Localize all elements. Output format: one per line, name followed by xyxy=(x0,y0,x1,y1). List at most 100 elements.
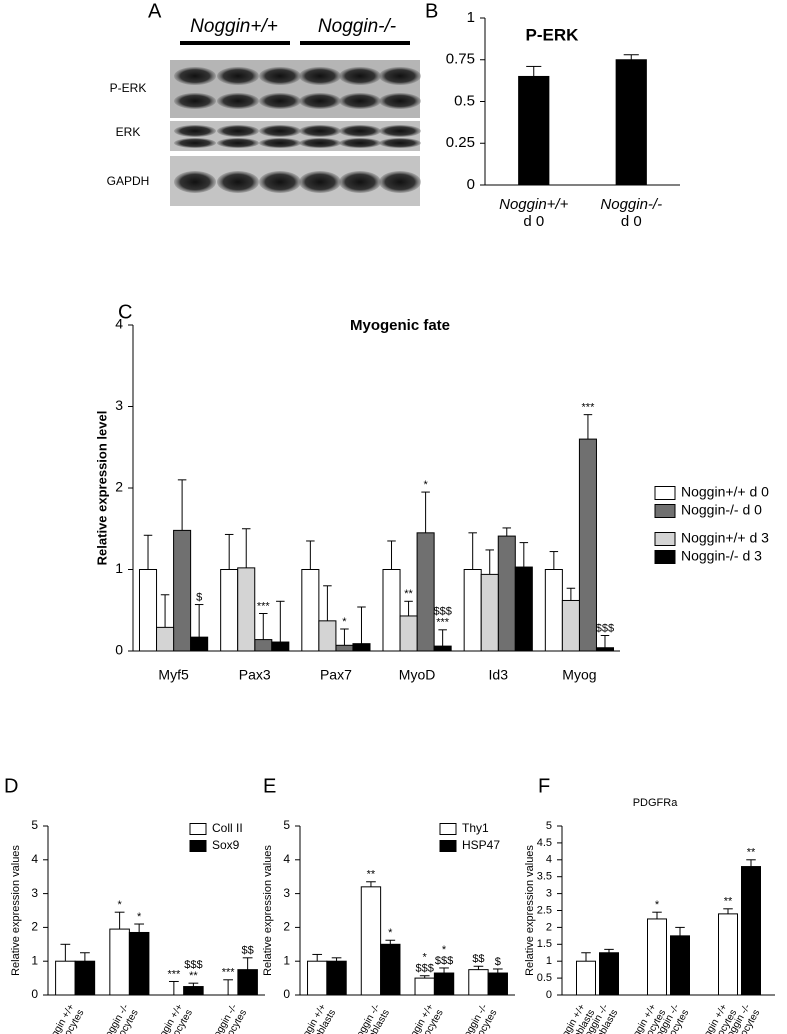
legend-swatch xyxy=(439,840,457,852)
significance-label: $$ xyxy=(242,945,254,957)
bar xyxy=(578,438,597,652)
y-tick-label: 2 xyxy=(283,920,290,934)
significance-label: $ xyxy=(196,591,202,603)
y-axis-label: Relative expression values xyxy=(262,845,274,976)
bar xyxy=(307,960,328,996)
blot-band xyxy=(217,67,259,85)
y-tick-label: 1 xyxy=(115,560,123,576)
bar xyxy=(74,960,96,996)
bar xyxy=(414,977,435,996)
blot-band xyxy=(174,125,216,137)
y-tick-label: 4.5 xyxy=(537,837,552,849)
y-tick-label: 1 xyxy=(467,9,475,26)
bar xyxy=(595,647,615,652)
y-tick-label: 0 xyxy=(467,176,475,193)
legend-label: Thy1 xyxy=(462,821,489,835)
significance-label: *** xyxy=(167,968,181,980)
blot-band xyxy=(379,93,421,109)
y-tick-label: 4 xyxy=(31,852,38,866)
group-label: Noggin-/- xyxy=(318,16,396,37)
y-tick-label: 4 xyxy=(115,316,123,332)
y-tick-label: 3.5 xyxy=(537,871,552,883)
significance-label: *** xyxy=(257,600,271,612)
y-tick-label: 3 xyxy=(115,397,123,413)
blot-band xyxy=(217,138,259,148)
bar xyxy=(741,866,761,996)
bar xyxy=(173,529,192,652)
legend-label: Coll II xyxy=(212,821,243,835)
significance-label: * xyxy=(388,927,393,939)
bar xyxy=(463,569,482,652)
y-tick-label: 1.5 xyxy=(537,938,552,950)
legend-swatch xyxy=(654,550,676,564)
bar xyxy=(514,566,533,652)
significance-label: $$ xyxy=(472,953,484,965)
blot-band xyxy=(299,93,341,109)
legend-label: Sox9 xyxy=(212,838,240,852)
blot-band xyxy=(259,93,301,109)
significance-label: *** xyxy=(222,967,236,979)
bar xyxy=(220,569,239,652)
x-tick-label: Myog xyxy=(562,667,596,683)
blot-band xyxy=(259,138,301,148)
legend-swatch xyxy=(654,486,676,500)
bar xyxy=(360,886,382,996)
bar xyxy=(352,643,371,652)
chart-title: PDGFRa xyxy=(633,797,679,809)
bar xyxy=(183,986,204,996)
panel-label: B xyxy=(425,0,438,22)
blot-band xyxy=(339,138,381,148)
legend-label: Noggin+/+ d 0 xyxy=(681,484,769,500)
significance-label: * xyxy=(342,616,347,628)
bar xyxy=(380,943,401,996)
bar xyxy=(382,569,401,652)
blot-band xyxy=(217,125,259,137)
bar xyxy=(55,960,76,996)
x-tick-label: Pax3 xyxy=(239,667,271,683)
legend-label: HSP47 xyxy=(462,838,500,852)
x-tick-label: Noggin+/+ xyxy=(499,196,568,213)
bar xyxy=(156,626,175,652)
group-label: Noggin+/+ xyxy=(190,16,278,37)
blot-band xyxy=(299,138,341,148)
significance-label: ** xyxy=(404,588,413,600)
y-tick-label: 3 xyxy=(31,886,38,900)
blot-band xyxy=(339,125,381,137)
significance-label: ** xyxy=(367,869,376,881)
bar xyxy=(647,918,667,996)
blot-band xyxy=(174,171,216,193)
panel-label: C xyxy=(118,301,132,323)
blot-strip xyxy=(170,60,420,118)
bar xyxy=(271,641,290,652)
blot-band xyxy=(379,125,421,137)
x-tick-label: d 0 xyxy=(523,213,544,230)
significance-label: * xyxy=(423,952,428,964)
x-tick-label: Myf5 xyxy=(158,667,189,683)
y-tick-label: 0 xyxy=(283,987,290,1001)
y-tick-label: 0 xyxy=(546,989,552,1001)
row-label: ERK xyxy=(116,125,141,139)
x-tick-label: MyoD xyxy=(399,667,436,683)
legend-swatch xyxy=(189,823,207,835)
blot-band xyxy=(259,67,301,85)
blot-panel: A Noggin+/+ Noggin-/- P-ERK ERK GAPDH xyxy=(107,0,421,206)
bar xyxy=(190,636,209,652)
row-label: GAPDH xyxy=(107,174,150,188)
blot-band xyxy=(339,171,381,193)
significance-label: ** xyxy=(747,847,756,859)
legend-swatch xyxy=(654,532,676,546)
significance-label: ** xyxy=(724,896,733,908)
blot-band xyxy=(174,138,216,148)
legend-label: Noggin-/- d 0 xyxy=(681,502,762,518)
y-tick-label: 2.5 xyxy=(537,904,552,916)
significance-label: ** xyxy=(189,970,198,982)
y-axis-label: Relative expression level xyxy=(94,411,109,566)
chart-title: P-ERK xyxy=(526,25,580,44)
bar xyxy=(433,645,452,652)
y-tick-label: 3 xyxy=(283,886,290,900)
panel-label: D xyxy=(4,775,18,797)
bar xyxy=(399,615,418,652)
chart-title: Myogenic fate xyxy=(350,317,450,334)
